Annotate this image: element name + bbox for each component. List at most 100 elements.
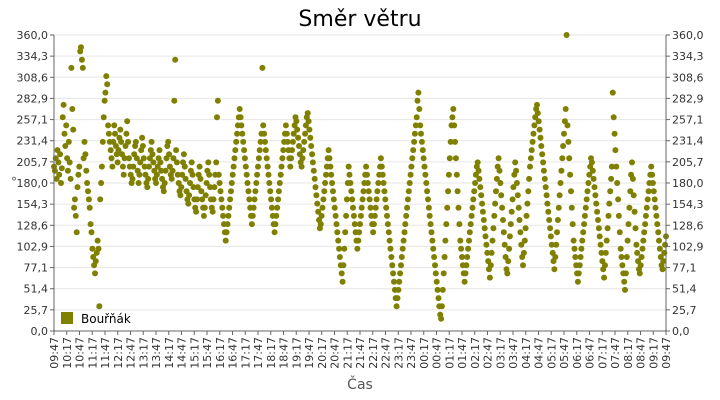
x-ticks: 09:47 10:17 10:47 11:17 11:47 12:17 12:47 13:17… (48, 331, 673, 369)
y-ticks-left: 0,0 25,7 51,4 77,1 102,9 128,6 154,3 180,0 205,7… (17, 29, 54, 338)
data-point (109, 163, 116, 170)
data-point (527, 163, 533, 170)
data-point (349, 196, 356, 203)
data-point (446, 155, 453, 162)
data-point (612, 147, 619, 154)
data-point (241, 147, 248, 154)
data-point (520, 249, 527, 256)
data-point (364, 171, 370, 178)
data-point (642, 221, 649, 228)
data-point (474, 159, 481, 166)
data-point (593, 200, 600, 207)
data-point (296, 143, 302, 149)
y-tick-label: 180,0 (17, 177, 49, 190)
data-point (606, 200, 613, 207)
data-point (378, 163, 385, 170)
data-point (391, 278, 397, 285)
data-point (158, 167, 165, 174)
y-tick-label: 25,7 (672, 304, 697, 317)
data-point (492, 200, 499, 207)
data-point (260, 122, 267, 129)
data-point (161, 180, 168, 186)
data-point (445, 171, 452, 178)
data-point (465, 245, 472, 252)
data-point (438, 303, 445, 310)
data-point (233, 138, 240, 145)
data-point (99, 138, 106, 145)
data-point (325, 147, 332, 154)
y-tick-label: 205,7 (17, 156, 49, 169)
data-point (469, 204, 476, 211)
y-tick-label: 77,1 (672, 262, 697, 275)
data-point (332, 212, 339, 219)
data-point (482, 233, 489, 240)
data-point (629, 159, 635, 166)
data-point (434, 286, 441, 293)
data-point (654, 221, 661, 228)
data-point (578, 245, 585, 252)
data-point (565, 138, 572, 145)
data-point (398, 262, 404, 269)
data-point (370, 229, 377, 236)
data-point (499, 204, 506, 211)
data-point (165, 138, 172, 145)
data-point (331, 204, 338, 211)
y-tick-label: 154,3 (17, 198, 49, 211)
data-point (102, 89, 109, 96)
x-tick-label: 21:47 (354, 337, 367, 369)
data-point (438, 315, 445, 322)
data-point (575, 270, 582, 277)
data-point (571, 245, 578, 252)
data-point (414, 97, 421, 104)
data-point (581, 212, 588, 219)
data-point (177, 192, 184, 199)
y-tick-label: 282,9 (17, 92, 49, 105)
data-point (452, 155, 459, 162)
data-point (309, 151, 316, 158)
data-point (276, 180, 283, 186)
data-point (314, 200, 321, 207)
data-point (527, 155, 534, 162)
y-tick-label: 0,0 (31, 325, 49, 338)
data-point (117, 126, 124, 133)
data-point (86, 204, 93, 211)
data-point (299, 155, 306, 162)
data-point (618, 254, 625, 260)
data-point (488, 249, 495, 256)
data-point (366, 196, 373, 203)
data-point (224, 221, 231, 228)
data-point (358, 204, 365, 211)
data-point (491, 212, 498, 219)
data-point (250, 204, 257, 211)
data-point (601, 274, 608, 281)
data-point (459, 254, 465, 260)
data-point (71, 196, 78, 203)
y-tick-label: 257,1 (17, 114, 49, 127)
data-point (279, 155, 286, 162)
data-point (410, 147, 417, 154)
data-point (55, 159, 62, 166)
data-point (333, 221, 340, 228)
data-point (413, 114, 420, 121)
data-point (636, 270, 643, 277)
data-point (219, 204, 226, 211)
data-point (560, 143, 567, 149)
data-point (73, 229, 80, 236)
data-point (59, 114, 66, 121)
data-point (639, 245, 646, 252)
data-point (653, 212, 660, 219)
data-point (595, 225, 602, 232)
x-tick-label: 04:17 (520, 337, 533, 369)
x-tick-label: 14:17 (163, 337, 176, 369)
data-point (483, 241, 490, 248)
data-point (506, 245, 513, 252)
data-point (114, 159, 121, 166)
data-point (531, 122, 538, 129)
data-point (248, 221, 255, 228)
data-point (622, 270, 629, 277)
data-point (591, 184, 598, 191)
data-point (141, 163, 148, 170)
data-point (284, 138, 291, 145)
data-point (428, 229, 435, 236)
data-point (430, 245, 437, 252)
